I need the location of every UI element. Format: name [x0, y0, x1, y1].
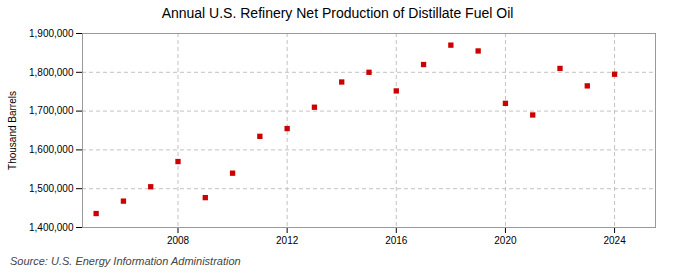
html-text:Annual U.S. Refinery Net Produ: Annual U.S. Refinery Net Production of D…: [161, 5, 514, 21]
svg-text:1,500,000: 1,500,000: [29, 183, 74, 194]
svg-text:2008: 2008: [167, 235, 190, 246]
svg-text:1,700,000: 1,700,000: [29, 105, 74, 116]
svg-text:1,600,000: 1,600,000: [29, 144, 74, 155]
svg-text:1,800,000: 1,800,000: [29, 67, 74, 78]
svg-text:2012: 2012: [276, 235, 299, 246]
html-text:Source: U.S. Energy Informatio: Source: U.S. Energy Information Administ…: [10, 255, 241, 267]
svg-text:1,900,000: 1,900,000: [29, 28, 74, 39]
svg-text:2024: 2024: [603, 235, 626, 246]
svg-text:2016: 2016: [385, 235, 408, 246]
svg-text:2020: 2020: [494, 235, 517, 246]
svg-text:1,400,000: 1,400,000: [29, 222, 74, 233]
svg-text:Thousand Barrels: Thousand Barrels: [7, 91, 18, 170]
